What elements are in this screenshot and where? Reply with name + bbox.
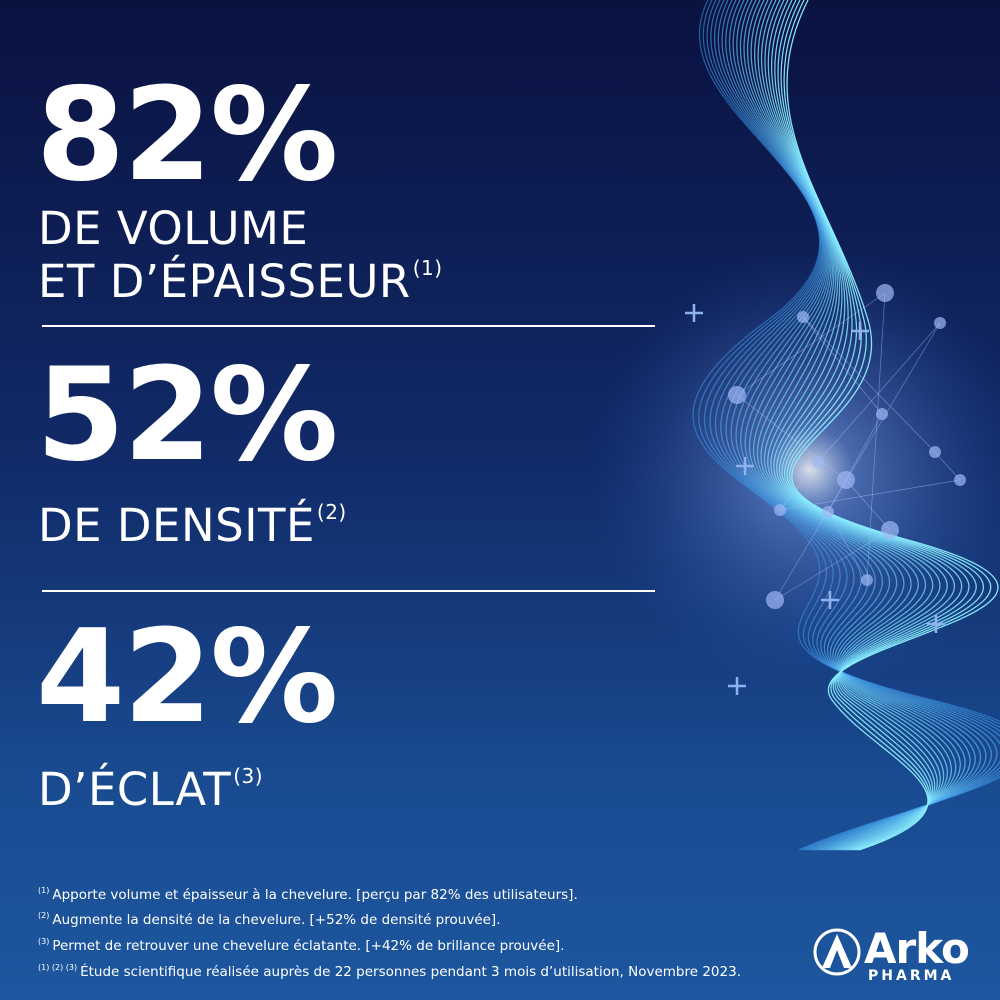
network-line (774, 322, 941, 601)
stat-label: DE VOLUME (38, 202, 309, 255)
network-line (802, 316, 883, 415)
network-line (779, 461, 819, 511)
hair-strand (786, 0, 999, 851)
plus-sign (821, 591, 839, 609)
plus-sign (927, 615, 945, 633)
footnote-marker: (1) (2) (3) (38, 963, 78, 972)
logo-icon (813, 928, 861, 976)
network-line (736, 394, 847, 481)
footnote-marker: (3) (38, 937, 50, 946)
network-node (876, 408, 888, 420)
divider (42, 325, 655, 327)
footnote-marker: (1) (38, 886, 50, 895)
network-node (766, 591, 784, 609)
plus-sign (685, 304, 703, 322)
network-node (837, 471, 855, 489)
network-line (774, 529, 891, 601)
hair-strand (783, 0, 992, 851)
footnote: (3) Permet de retrouver une chevelure écl… (38, 938, 564, 954)
stat-value: 82% (36, 61, 338, 210)
footnote: (1) Apporte volume et épaisseur à la chev… (38, 887, 578, 903)
network-node (861, 574, 873, 586)
plus-sign (728, 677, 746, 695)
footnote-text: Augmente la densité de la chevelure. [+5… (52, 912, 501, 928)
footnote: (2) Augmente la densité de la chevelure. … (38, 912, 500, 928)
logo-sub: PHARMA (868, 968, 955, 984)
network-line (866, 292, 886, 581)
hair-strand (780, 0, 985, 851)
network-line (827, 511, 868, 581)
hair-strand (777, 0, 977, 851)
network-node (954, 474, 966, 486)
network-node (728, 386, 746, 404)
logo: Arko PHARMA (812, 922, 982, 988)
hair-strand (774, 0, 970, 851)
stat-label: ET D’ÉPAISSEUR (1) (38, 258, 443, 304)
stat-label: DE DENSITÉ (2) (38, 502, 347, 548)
stat-label: DE DENSITÉ (38, 499, 315, 552)
network-node (881, 521, 899, 539)
network-node (822, 506, 834, 518)
network-line (779, 479, 961, 511)
network-node (774, 504, 786, 516)
stat-value: 52% (36, 341, 338, 490)
plus-sign (851, 322, 869, 340)
stat-label: D’ÉCLAT (3) (38, 766, 263, 812)
network-line (845, 479, 891, 531)
divider (42, 590, 655, 592)
network-line (934, 451, 961, 481)
plus-sign (736, 457, 754, 475)
network-line (802, 316, 936, 453)
note: (3) (233, 764, 264, 788)
footnote-text: Étude scientifique réalisée auprès de 22… (80, 964, 741, 980)
stat-label: ET D’ÉPAISSEUR (38, 255, 411, 308)
network-node (934, 317, 946, 329)
footnote: (1) (2) (3) Étude scientifique réalisée a… (38, 964, 741, 980)
network-node (812, 456, 824, 468)
network-node (876, 284, 894, 302)
footnote-text: Permet de retrouver une chevelure éclata… (52, 938, 565, 954)
logo-name: Arko (864, 924, 970, 973)
network-node (929, 446, 941, 458)
stat-label: D’ÉCLAT (38, 763, 232, 816)
note: (1) (412, 256, 443, 280)
footnote-text: Apporte volume et épaisseur à la chevelu… (52, 887, 578, 903)
network-line (736, 292, 886, 396)
stat-value: 42% (36, 603, 338, 752)
footnote-marker: (2) (38, 911, 50, 920)
note: (2) (316, 500, 347, 524)
network-node (797, 311, 809, 323)
